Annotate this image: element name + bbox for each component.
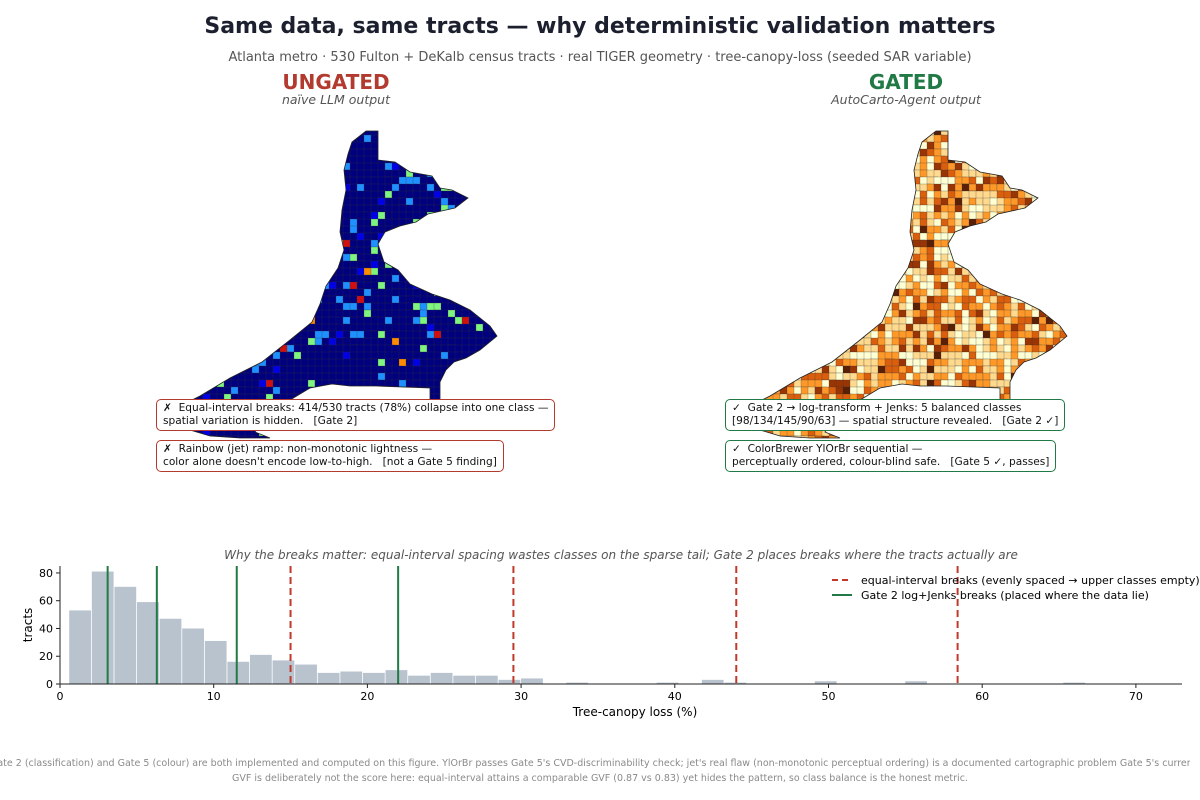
x-tick-label: 10 [207,690,221,703]
y-tick-label: 80 [39,567,53,580]
x-tick-label: 20 [360,690,374,703]
histogram-bar [566,682,589,684]
tract-cell [251,435,262,438]
footer-line-1: Gate 2 (classification) and Gate 5 (colo… [0,758,1190,769]
histogram-bar [91,571,114,684]
tract-cell [814,435,825,438]
histogram-bar [521,678,543,684]
histogram-caption: Why the breaks matter: equal-interval sp… [224,548,1018,562]
x-tick-label: 40 [668,690,682,703]
y-tick-label: 60 [39,595,53,608]
x-tick-label: 50 [821,690,835,703]
histogram-bar [385,670,408,684]
histogram-bar [137,602,159,684]
ungated-subtitle: naïve LLM output [281,92,391,107]
histogram-bar [498,679,521,684]
histogram-bar [227,661,250,684]
tract-cell [807,435,819,438]
histogram-bar [204,640,227,684]
y-tick-label: 0 [46,678,53,691]
gated-subtitle: AutoCarto-Agent output [831,92,981,107]
tract-cell [237,435,251,438]
tract-cell [821,435,835,438]
y-tick-label: 40 [39,622,53,635]
histogram-bar [249,654,272,684]
histogram-bar [724,682,747,684]
histogram-bar [430,672,453,684]
histogram-bar [1063,682,1086,684]
x-axis-label: Tree-canopy loss (%) [572,705,698,719]
ungated-note-ramp: ✗ Rainbow (jet) ramp: non-monotonic ligh… [156,440,504,472]
histogram-bar [295,664,317,684]
x-tick-label: 60 [975,690,989,703]
histogram-bar [340,671,363,684]
y-tick-label: 20 [39,650,53,663]
histogram-bar [272,660,295,684]
gated-title: GATED [868,70,944,94]
histogram-bar [814,681,837,684]
gated-note-breaks: ✓ Gate 2 → log-transform + Jenks: 5 bala… [725,399,1066,431]
tract-cell [800,435,814,438]
x-tick-label: 0 [57,690,64,703]
histogram-bar [701,679,724,684]
tract-cell [258,435,267,438]
x-tick-label: 30 [514,690,528,703]
histogram-bar [69,610,92,684]
histogram-bar [656,682,679,684]
y-axis-label: tracts [21,608,35,643]
histogram-bar [408,675,430,684]
gated-note-ramp: ✓ ColorBrewer YlOrBr sequential — percep… [725,440,1057,472]
figure-title: Same data, same tracts — why determinist… [204,14,996,39]
tract-cell [828,435,839,438]
histogram-bar [362,672,385,684]
x-tick-label: 70 [1129,690,1143,703]
legend-label: Gate 2 log+Jenks breaks (placed where th… [861,589,1149,602]
histogram-bar [159,618,182,684]
histogram-bar [905,681,927,684]
tract-cell [244,435,254,438]
histogram-bar [317,672,340,684]
ungated-title: UNGATED [282,70,390,94]
ungated-note-breaks: ✗ Equal-interval breaks: 414/530 tracts … [156,399,556,431]
legend-label: equal-interval breaks (evenly spaced → u… [861,574,1200,587]
figure-subtitle: Atlanta metro · 530 Fulton + DeKalb cens… [228,50,972,65]
histogram-bar [114,586,137,684]
histogram-bar [453,675,476,684]
footer-line-2: GVF is deliberately not the score here: … [232,773,968,784]
histogram-bar [475,675,498,684]
tract-cell [230,435,242,438]
histogram-bar [182,628,204,684]
